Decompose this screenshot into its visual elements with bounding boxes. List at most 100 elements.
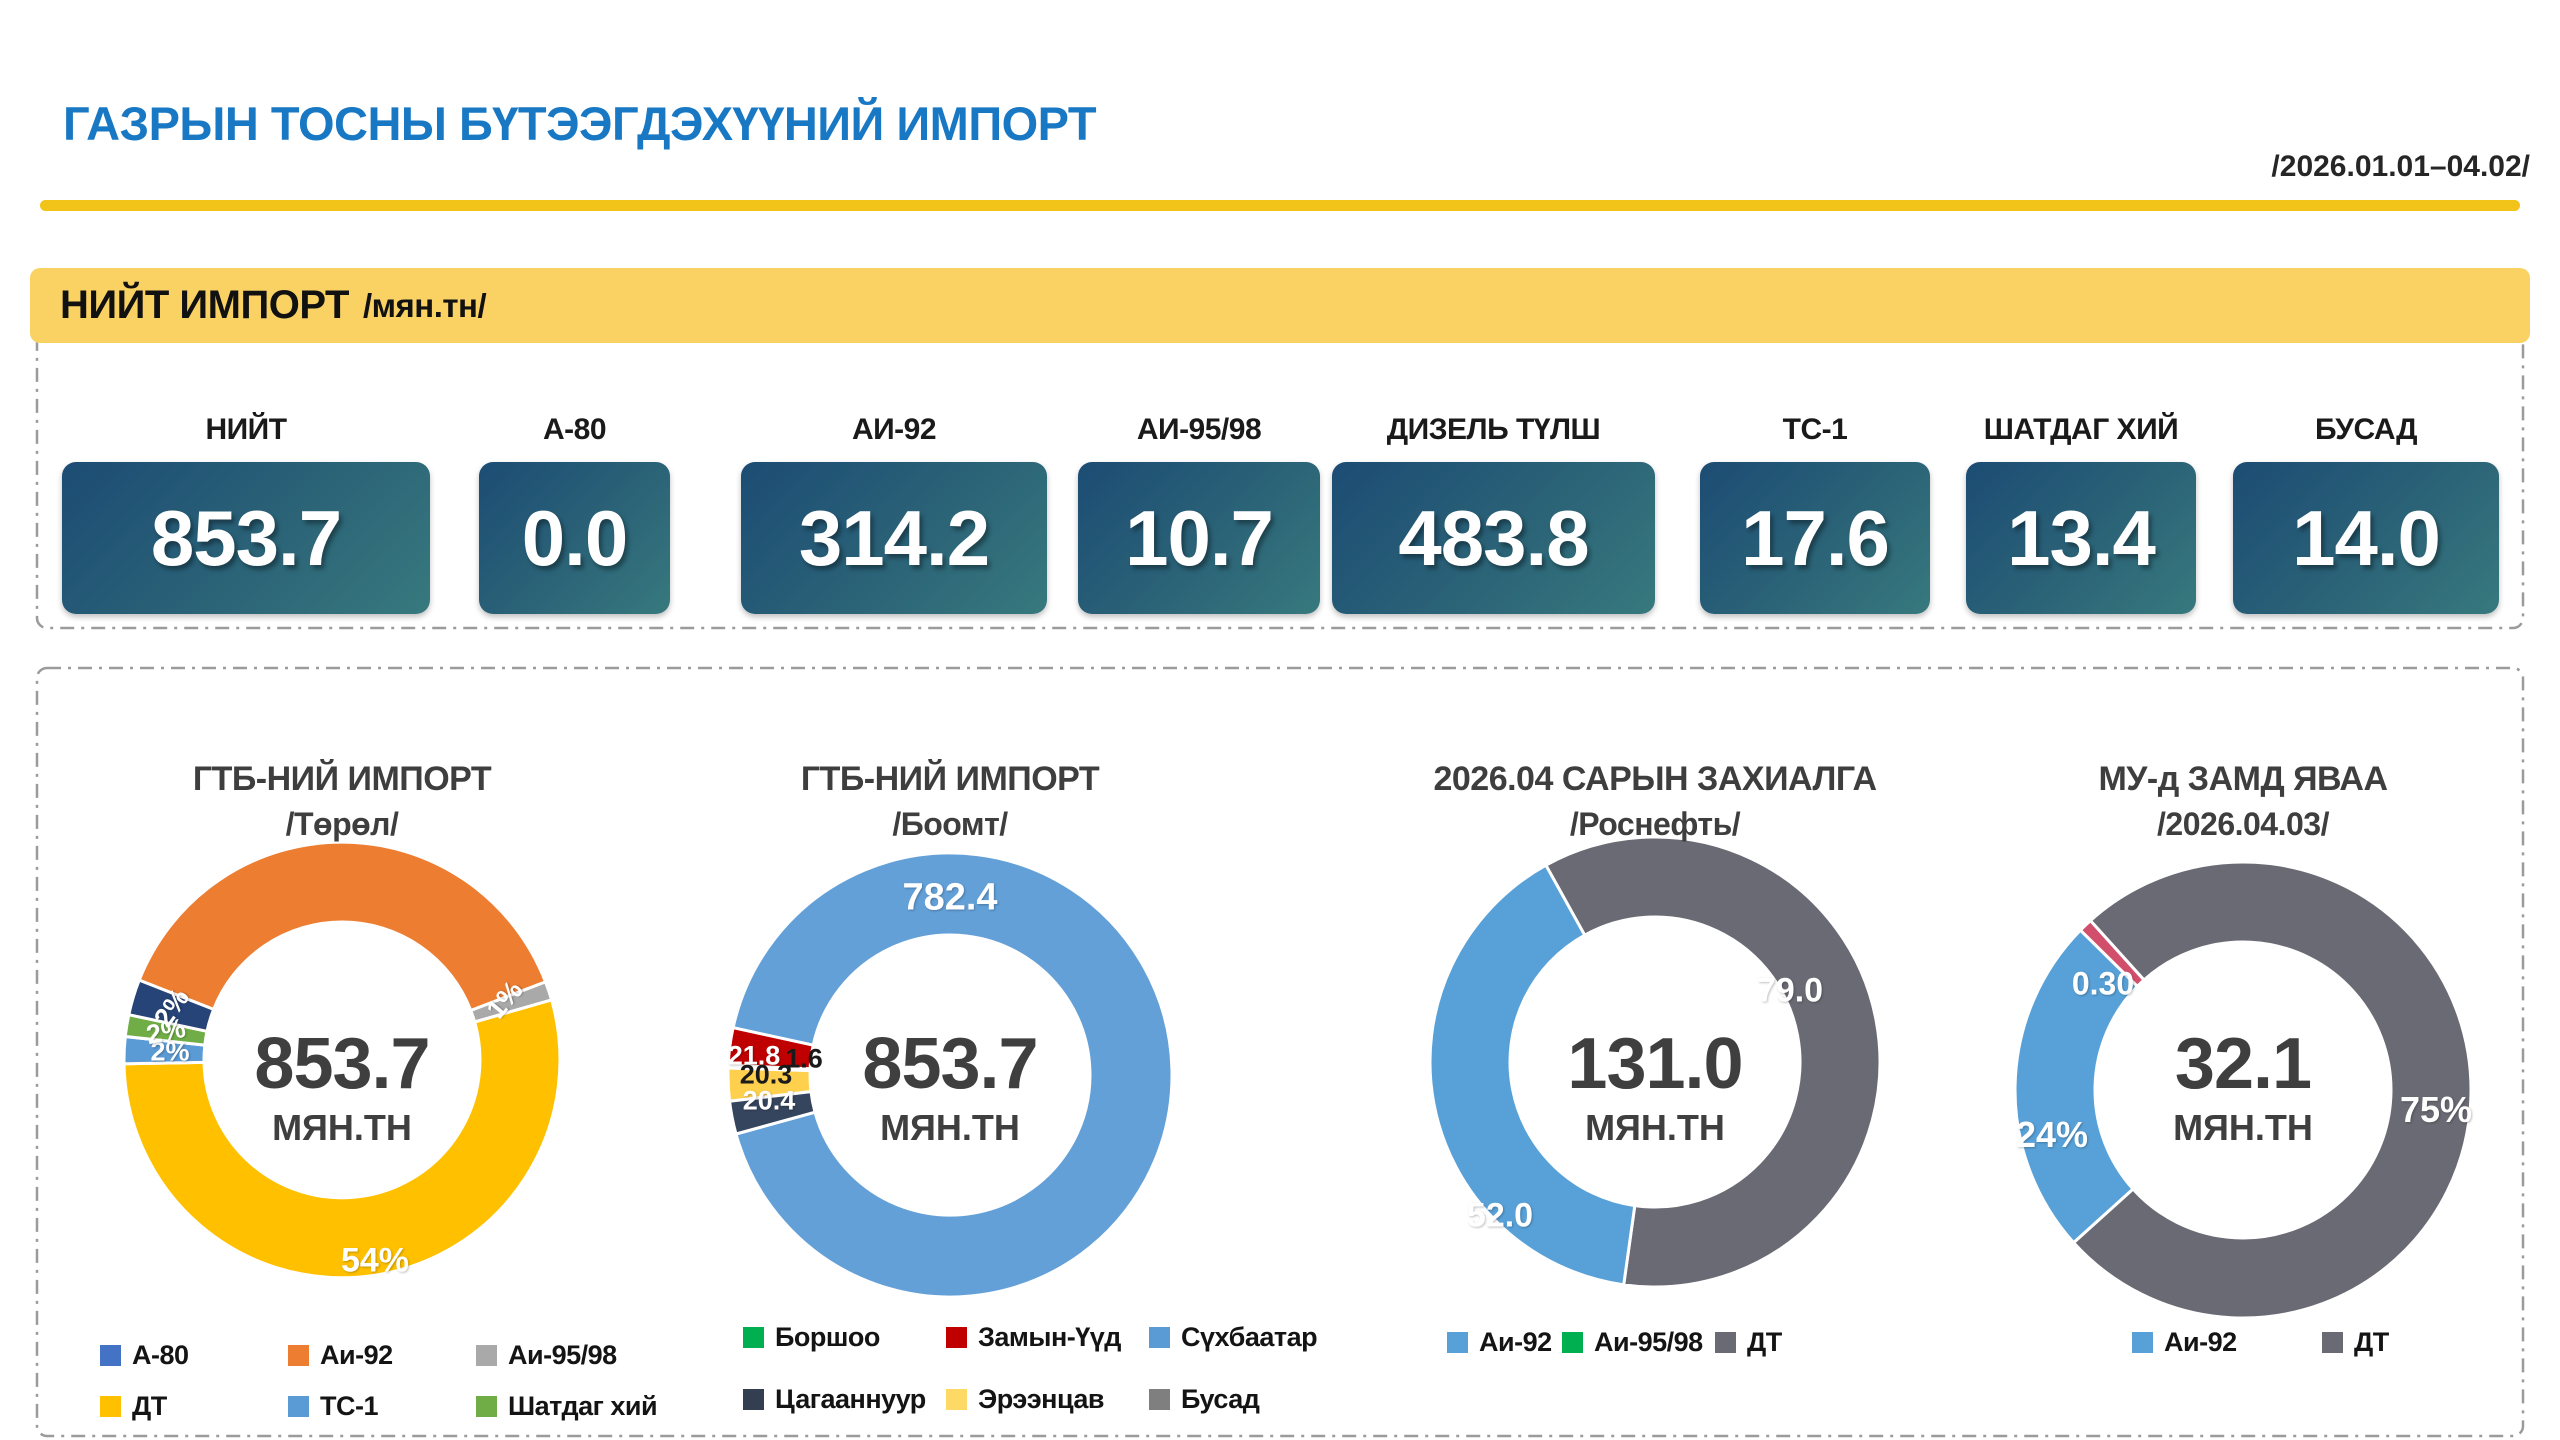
legend-swatch [288,1344,309,1366]
total-import-banner: НИЙТ ИМПОРТ /мян.тн/ [30,268,2530,343]
legend-label: Аи-92 [1479,1326,1552,1357]
legend-item: Шатдаг хий [476,1390,658,1421]
summary-card: 314.2 [741,462,1047,614]
legend-swatch [946,1326,967,1348]
summary-card: 17.6 [1700,462,1930,614]
segment-label: 52.0 [1466,1196,1534,1235]
segment-label: 79.0 [1756,971,1824,1010]
legend-swatch [476,1395,497,1417]
report-period: /2026.01.01–04.02/ [2271,150,2530,183]
donut-center-unit: МЯН.ТН [2173,1107,2313,1148]
card-label: ШАТДАГ ХИЙ [1983,413,2179,446]
donut-ring [122,840,562,1280]
legend-label: Шатдаг хий [508,1390,658,1421]
donut-ring [1428,835,1882,1289]
summary-card: 483.8 [1332,462,1655,614]
donut-center-unit: МЯН.ТН [272,1107,412,1148]
legend-item: ТС-1 [288,1390,379,1421]
chart-title-line1: ГТБ-НИЙ ИМПОРТ [800,760,1100,798]
card-value: 853.7 [150,493,342,582]
legend-item: ДТ [100,1391,167,1421]
legend-item: ДТ [1715,1327,1782,1357]
chart-title-line1: ГТБ-НИЙ ИМПОРТ [192,760,492,798]
chart-title-line2: /Төрөл/ [285,806,399,842]
card-label: БУСАД [2314,413,2418,446]
legend-swatch [2132,1331,2153,1353]
card-label: ТС-1 [1782,413,1848,446]
card-label: А-80 [542,413,607,446]
donut-segment-ДТ [2072,860,2473,1320]
donut-center-value: 853.7 [254,1024,430,1104]
card-label: ДИЗЕЛЬ ТҮЛШ [1386,413,1601,446]
donut-segment-Аи-92 [137,840,547,1012]
card-value: 0.0 [521,493,628,582]
legend-item: Эрээнцав [946,1383,1105,1414]
chart-title-line2: /Боомт/ [892,806,1008,842]
card-label: АИ-95/98 [1136,413,1262,446]
legend-item: Аи-95/98 [476,1340,617,1370]
legend-item: А-80 [100,1340,189,1370]
donut-segment-ДТ [122,998,562,1280]
legend-swatch [1149,1326,1170,1348]
donut-segment-Цагааннуур [728,1090,817,1136]
legend-item: Боршоо [743,1322,880,1352]
legend-swatch [2322,1331,2343,1353]
legend-swatch [743,1326,764,1348]
summary-card: 0.0 [479,462,670,614]
card-value: 13.4 [2007,493,2156,582]
legend-item: Сүхбаатар [1149,1322,1318,1352]
summary-card: 853.7 [62,462,430,614]
legend-swatch [476,1344,497,1366]
chart-title-line1: МУ-д ЗАМД ЯВАА [2098,760,2388,798]
legend-label: Замын-Үүд [978,1321,1121,1352]
donut-center-value: 131.0 [1567,1024,1743,1104]
legend-label: Аи-92 [320,1339,393,1370]
donut-center-value: 32.1 [2174,1024,2312,1104]
legend-label: А-80 [132,1339,189,1370]
banner-title: НИЙТ ИМПОРТ [60,283,349,327]
donut-segment-Аи-92 [1428,863,1637,1287]
segment-label: 75% [2399,1089,2473,1130]
segment-label: 21.8 [727,1040,781,1071]
legend-label: Эрээнцав [978,1383,1105,1414]
summary-card: 13.4 [1966,462,2196,614]
legend-label: ДТ [2354,1326,2389,1357]
legend-item: Аи-95/98 [1562,1327,1703,1357]
donut-center-value: 853.7 [862,1024,1038,1104]
card-value: 17.6 [1741,493,1890,582]
card-value: 314.2 [798,493,990,582]
legend-label: Аи-92 [2164,1326,2237,1357]
segment-label: 20.4 [742,1085,796,1116]
legend-swatch [1562,1331,1583,1353]
segment-label: 782.4 [902,876,998,919]
donut-ring [726,851,1174,1299]
title-underline [40,200,2520,211]
donut-segment [2078,919,2146,988]
legend-swatch [288,1395,309,1417]
card-label: НИЙТ [205,413,287,446]
donut-center-unit: МЯН.ТН [1585,1107,1725,1148]
segment-label: 20.3 [739,1059,793,1090]
legend-label: Боршоо [775,1321,880,1352]
chart-title-line1: 2026.04 САРЫН ЗАХИАЛГА [1433,760,1877,798]
segment-label: 0.30 [2071,965,2135,1002]
legend-label: ТС-1 [320,1390,379,1421]
legend-item: Бусад [1149,1384,1260,1414]
banner-unit: /мян.тн/ [362,286,487,324]
donut-center-unit: МЯН.ТН [880,1107,1020,1148]
charts-section-outline [35,666,2525,1438]
card-value: 10.7 [1125,493,1274,582]
segment-label: 24% [2015,1114,2089,1155]
legend-item: Аи-92 [1447,1327,1552,1357]
card-value: 14.0 [2292,493,2441,582]
donut-segment-Замын-Үүд [726,1026,815,1071]
page-title: ГАЗРЫН ТОСНЫ БҮТЭЭГДЭХҮҮНИЙ ИМПОРТ [63,97,1097,150]
donut-segment-ДТ [1544,835,1882,1289]
legend-swatch [743,1388,764,1410]
chart-title-line2: /Роснефть/ [1569,806,1741,842]
legend-swatch [946,1388,967,1410]
legend-label: Цагааннуур [775,1383,926,1414]
donut-segment-Сүхбаатар [731,851,1174,1299]
legend-swatch [1149,1388,1170,1410]
